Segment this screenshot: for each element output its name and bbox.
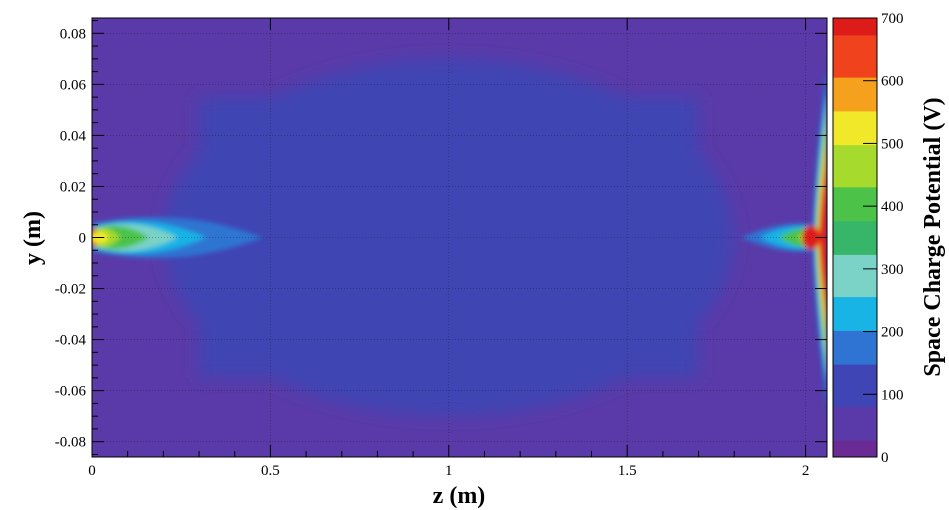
y-tick-label: -0.06 <box>55 384 87 400</box>
colorbar-swatch <box>833 347 877 357</box>
x-tick-label: 2 <box>802 463 810 479</box>
colorbar-swatch <box>833 26 877 36</box>
colorbar <box>833 18 877 458</box>
colorbar-swatch <box>833 431 877 441</box>
x-tick-label: 0.5 <box>261 463 280 479</box>
y-tick-label: -0.08 <box>55 435 86 451</box>
y-tick-label: 0.04 <box>60 128 87 144</box>
colorbar-tick-label: 300 <box>881 262 904 278</box>
colorbar-swatch <box>833 414 877 424</box>
colorbar-swatch <box>833 127 877 137</box>
colorbar-swatch <box>833 102 877 112</box>
colorbar-swatch <box>833 262 877 272</box>
colorbar-swatch <box>833 338 877 348</box>
y-tick-label: 0 <box>79 231 87 247</box>
colorbar-swatch <box>833 254 877 264</box>
colorbar-swatch <box>833 321 877 331</box>
colorbar-swatch <box>833 77 877 87</box>
colorbar-tick-label: 700 <box>881 11 904 27</box>
colorbar-swatch <box>833 169 877 179</box>
colorbar-swatch <box>833 397 877 407</box>
colorbar-swatch <box>833 136 877 146</box>
colorbar-swatch <box>833 68 877 78</box>
colorbar-swatch <box>833 43 877 53</box>
y-tick-label: 0.02 <box>60 179 86 195</box>
colorbar-label: Space Charge Potential (V) <box>920 97 946 376</box>
colorbar-swatch <box>833 381 877 390</box>
exit-hotspot <box>801 225 820 250</box>
y-tick-label: -0.04 <box>55 333 87 349</box>
y-axis-label: y (m) <box>20 211 46 265</box>
colorbar-swatch <box>833 119 877 129</box>
colorbar-axis: 0 100 200 300 400 500 600 700 <box>863 11 904 466</box>
colorbar-swatch <box>833 448 877 458</box>
plot-grid <box>92 18 827 457</box>
colorbar-swatch <box>833 110 877 120</box>
colorbar-swatch <box>833 60 877 70</box>
colorbar-tick-label: 500 <box>881 136 904 152</box>
x-tick-label: 1 <box>445 463 453 479</box>
colorbar-swatch <box>833 279 877 289</box>
colorbar-swatch <box>833 389 877 399</box>
colorbar-frame <box>832 17 878 458</box>
colorbar-swatch <box>833 372 877 382</box>
colorbar-swatch <box>833 144 877 154</box>
colorbar-swatch <box>833 288 877 298</box>
colorbar-tick-label: 600 <box>881 74 904 90</box>
colorbar-swatch <box>833 178 877 188</box>
colorbar-swatch <box>833 195 877 205</box>
y-tick-label: -0.02 <box>55 282 86 298</box>
colorbar-swatch <box>833 237 877 247</box>
colorbar-swatch <box>833 212 877 222</box>
colorbar-swatch <box>833 161 877 171</box>
colorbar-swatch <box>833 296 877 306</box>
y-tick-label: 0.06 <box>60 77 87 93</box>
colorbar-swatch <box>833 18 877 27</box>
x-tick-label: 0 <box>88 463 96 479</box>
colorbar-swatch <box>833 186 877 196</box>
x-tick-label: 1.5 <box>618 463 637 479</box>
colorbar-swatch <box>833 423 877 433</box>
x-axis: 0 0.5 1 1.5 2 <box>88 18 809 479</box>
colorbar-swatch <box>833 440 877 450</box>
colorbar-swatch <box>833 364 877 374</box>
colorbar-tick-label: 400 <box>881 199 904 215</box>
colorbar-tick-label: 100 <box>881 387 904 403</box>
colorbar-swatch <box>833 330 877 340</box>
y-tick-label: 0.08 <box>60 26 86 42</box>
colorbar-swatch <box>833 51 877 61</box>
colorbar-swatch <box>833 406 877 416</box>
colorbar-swatch <box>833 229 877 238</box>
colorbar-swatch <box>833 355 877 365</box>
colorbar-tick-label: 200 <box>881 325 904 341</box>
colorbar-swatch <box>833 85 877 95</box>
colorbar-swatch <box>833 313 877 323</box>
colorbar-swatch <box>833 305 877 314</box>
y-axis: 0.08 0.06 0.04 0.02 0 -0.02 -0.04 -0.06 -0.08 <box>55 20 827 455</box>
colorbar-swatch <box>833 34 877 44</box>
colorbar-swatch <box>833 153 877 163</box>
colorbar-swatch <box>833 203 877 213</box>
colorbar-swatch <box>833 271 877 281</box>
colorbar-tick-label: 0 <box>881 450 889 466</box>
colorbar-swatch <box>833 220 877 230</box>
colorbar-swatch <box>833 245 877 255</box>
colorbar-swatch <box>833 93 877 103</box>
x-axis-label: z (m) <box>433 483 486 509</box>
